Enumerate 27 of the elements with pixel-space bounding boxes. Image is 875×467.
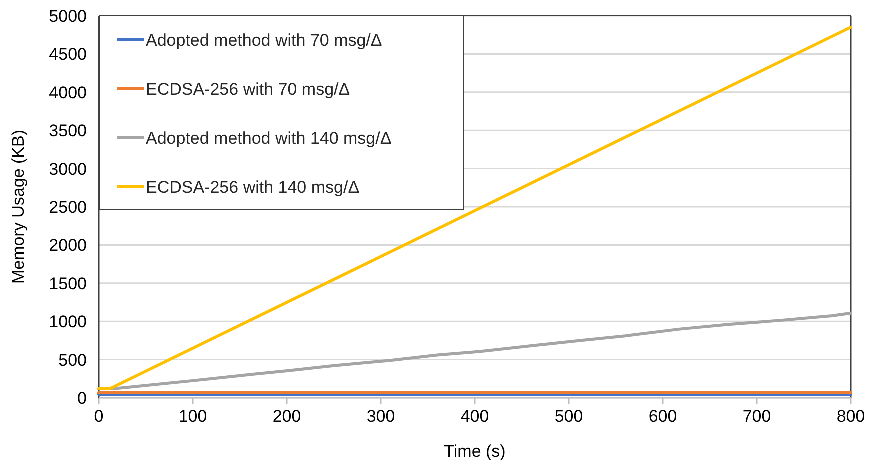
x-tick-label: 500 xyxy=(554,407,584,426)
legend-label: ECDSA-256 with 140 msg/Δ xyxy=(146,178,360,197)
y-tick-label: 3500 xyxy=(49,122,87,141)
y-tick-label: 1500 xyxy=(49,274,87,294)
x-tick-label: 0 xyxy=(94,407,104,426)
y-axis-title: Memory Usage (KB) xyxy=(9,130,28,284)
y-tick-label: 4000 xyxy=(49,83,87,102)
x-tick-label: 700 xyxy=(742,407,772,426)
x-tick-label: 400 xyxy=(460,407,490,426)
y-tick-label: 0 xyxy=(78,388,87,408)
legend-label: Adopted method with 140 msg/Δ xyxy=(146,128,392,148)
x-axis-title: Time (s) xyxy=(444,442,506,461)
x-tick-label: 100 xyxy=(178,407,208,426)
y-tick-label: 3000 xyxy=(49,160,87,179)
legend-label: Adopted method with 70 msg/Δ xyxy=(146,30,382,50)
y-tick-label: 1000 xyxy=(49,312,87,332)
x-tick-label: 200 xyxy=(272,407,302,426)
y-tick-label: 5000 xyxy=(49,6,87,26)
y-tick-label: 500 xyxy=(58,350,87,370)
line-series xyxy=(98,312,852,390)
x-tick-label: 300 xyxy=(366,407,396,426)
x-tick-label: 800 xyxy=(836,407,866,426)
y-tick-label: 2500 xyxy=(49,198,87,217)
x-tick-label: 600 xyxy=(648,407,678,426)
y-tick-label: 2000 xyxy=(49,236,87,256)
y-tick-label: 4500 xyxy=(49,45,87,64)
legend-label: ECDSA-256 with 70 msg/Δ xyxy=(146,80,350,99)
